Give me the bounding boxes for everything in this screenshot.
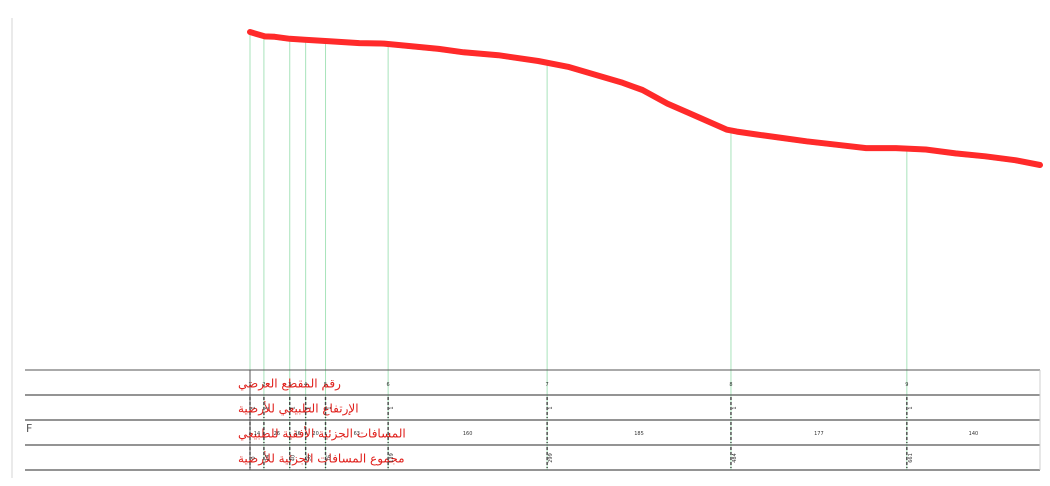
section-number: 8 xyxy=(729,382,732,388)
station-lines xyxy=(11,18,908,478)
natural-level: 1 xyxy=(307,406,313,409)
ground-profile-line xyxy=(247,29,1043,168)
table-values: 1102114314041565176611397129981484916611… xyxy=(248,382,978,468)
section-number: 6 xyxy=(387,382,390,388)
ground-profile xyxy=(247,29,1043,168)
partial-distance: 16 xyxy=(295,431,301,437)
profile-table xyxy=(25,369,1041,471)
section-number: 7 xyxy=(546,382,549,388)
natural-level: 1 xyxy=(251,406,257,409)
cumulative-distance: 0 xyxy=(251,456,257,459)
natural-level: 1 xyxy=(265,406,271,409)
partial-distance: 63 xyxy=(354,431,360,437)
natural-level: 1 xyxy=(327,406,333,409)
section-number: 1 xyxy=(248,382,251,388)
section-number: 3 xyxy=(288,382,291,388)
cumulative-distance: 14 xyxy=(265,455,271,461)
cumulative-distance: 76 xyxy=(327,455,333,461)
section-number: 5 xyxy=(324,382,327,388)
partial-distance: 14 xyxy=(254,431,260,437)
table-row-label: المسافات الجزئية الأفقية للطبيعي xyxy=(238,426,406,442)
natural-level: 1 xyxy=(548,406,554,409)
natural-level: 1 xyxy=(908,406,914,409)
partial-distance: 177 xyxy=(814,431,824,437)
table-row-label: مجموع المسافات الجزئية للأرضية xyxy=(238,451,405,467)
cumulative-distance: 40 xyxy=(291,455,297,461)
cumulative-distance: 484 xyxy=(732,453,738,463)
table-row-label: رقم المقطع العرضي xyxy=(238,377,341,392)
section-number: 4 xyxy=(304,382,307,388)
cumulative-distance: 56 xyxy=(307,455,313,461)
section-number: 9 xyxy=(905,382,908,388)
cumulative-distance: 299 xyxy=(548,453,554,463)
partial-distance: 140 xyxy=(969,431,979,437)
natural-level: 1 xyxy=(389,406,395,409)
natural-level: 1 xyxy=(291,406,297,409)
natural-level: 1 xyxy=(732,406,738,409)
cumulative-distance: 661 xyxy=(908,453,914,463)
partial-distance: 20 xyxy=(312,431,318,437)
cumulative-distance: 139 xyxy=(389,453,395,463)
table-row-labels: رقم المقطع العرضي الإرتفاع الطبيعي للأرضي… xyxy=(26,377,406,467)
partial-distance: 26 xyxy=(274,431,280,437)
left-marker: F xyxy=(26,422,32,435)
table-row-label: الإرتفاع الطبيعي للأرضية xyxy=(238,401,359,417)
partial-distance: 185 xyxy=(634,431,644,437)
section-number: 2 xyxy=(262,382,265,388)
partial-distance: 160 xyxy=(463,431,473,437)
